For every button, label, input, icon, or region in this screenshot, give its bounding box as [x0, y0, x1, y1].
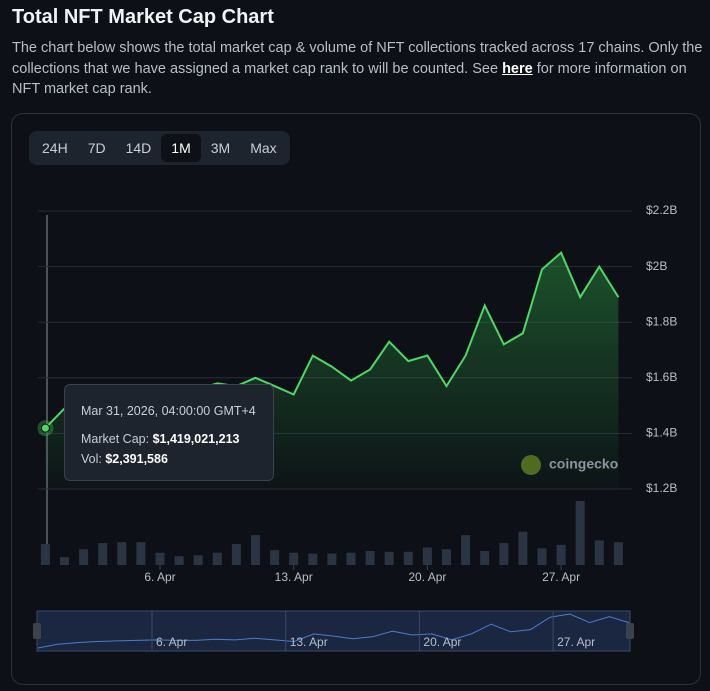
navigator-label: 27. Apr	[557, 635, 595, 649]
volume-bar	[79, 549, 89, 565]
volume-bar	[346, 552, 356, 565]
volume-bar	[613, 542, 623, 565]
x-tick-label: 6. Apr	[144, 570, 175, 584]
x-tick-label: 13. Apr	[275, 570, 313, 584]
y-tick-label: $1.2B	[646, 481, 677, 495]
description-text: for more information on NFT market cap r…	[12, 60, 687, 98]
volume-bar	[136, 542, 146, 565]
tooltip-row: Vol: $2,391,586	[81, 449, 257, 469]
tooltip-row: Market Cap: $1,419,021,213	[81, 429, 257, 449]
x-tick-label: 20. Apr	[408, 570, 446, 584]
volume-bar	[174, 556, 184, 565]
volume-bar	[212, 552, 222, 565]
tooltip-value: $2,391,586	[105, 452, 168, 466]
navigator[interactable]	[36, 610, 631, 652]
link[interactable]: here	[502, 60, 533, 77]
range-button[interactable]: 7D	[87, 140, 106, 156]
range-selector: 24H 7D 14D 1M 3M Max	[29, 131, 290, 165]
volume-bar	[422, 547, 432, 565]
y-tick-label: $2B	[646, 259, 667, 273]
navigator-label: 20. Apr	[423, 635, 461, 649]
volume-bar	[98, 543, 108, 565]
volume-bar	[40, 544, 50, 565]
volume-bar	[251, 535, 260, 565]
range-button[interactable]: 24H	[42, 140, 68, 156]
range-button[interactable]: Max	[250, 140, 277, 156]
navigator-line	[37, 613, 630, 649]
title: Total NFT Market Cap Chart	[12, 6, 274, 28]
tooltip-date: Mar 31, 2026, 04:00:00 GMT+4	[81, 404, 256, 418]
volume-bar	[365, 550, 375, 565]
watermark-logo	[521, 455, 541, 475]
watermark: coingecko	[549, 456, 618, 472]
x-tick-label: 27. Apr	[542, 570, 580, 584]
volume-bar	[155, 552, 165, 565]
volume-bar	[442, 549, 451, 565]
description: The chart below shows the total market c…	[12, 38, 704, 100]
volume-bar	[270, 550, 280, 565]
volume-bar	[480, 550, 490, 565]
navigator-handle[interactable]	[33, 623, 41, 639]
y-tick-label: $1.8B	[646, 314, 677, 328]
y-tick-label: $1.4B	[646, 426, 677, 440]
volume-bar	[308, 553, 318, 565]
navigator-label: 13. Apr	[290, 635, 328, 649]
range-button[interactable]: 3M	[210, 140, 231, 156]
navigator-handle[interactable]	[626, 623, 634, 639]
range-button[interactable]: 14D	[125, 140, 152, 156]
point	[40, 423, 50, 433]
volume-bar	[575, 501, 585, 565]
volume-bar	[384, 551, 394, 565]
volume-bar	[117, 542, 127, 565]
volume-bar	[594, 540, 604, 565]
volume-bar	[499, 543, 509, 565]
volume-bar	[556, 544, 566, 565]
tooltip-label: Vol:	[81, 452, 102, 466]
tooltip: Mar 31, 2026, 04:00:00 GMT+4 Market Cap:…	[64, 384, 274, 481]
volume-bar	[461, 535, 471, 565]
volume-bar	[231, 543, 241, 565]
volume-bar	[193, 555, 203, 565]
tooltip-label: Market Cap:	[81, 432, 150, 446]
y-tick-label: $1.6B	[646, 370, 677, 384]
tooltip-value: $1,419,021,213	[152, 432, 240, 446]
description-text: The chart below shows the total market c…	[12, 40, 703, 77]
volume-bar	[289, 552, 299, 565]
volume-bar	[403, 551, 413, 565]
volume-bar	[60, 557, 69, 565]
chart-card	[11, 113, 701, 685]
volume-bar	[518, 531, 528, 565]
navigator-label: 6. Apr	[156, 635, 187, 649]
y-tick-label: $2.2B	[646, 203, 677, 217]
volume-bar	[537, 548, 547, 565]
range-button[interactable]: 1M	[161, 134, 201, 162]
volume-bar	[327, 553, 337, 565]
